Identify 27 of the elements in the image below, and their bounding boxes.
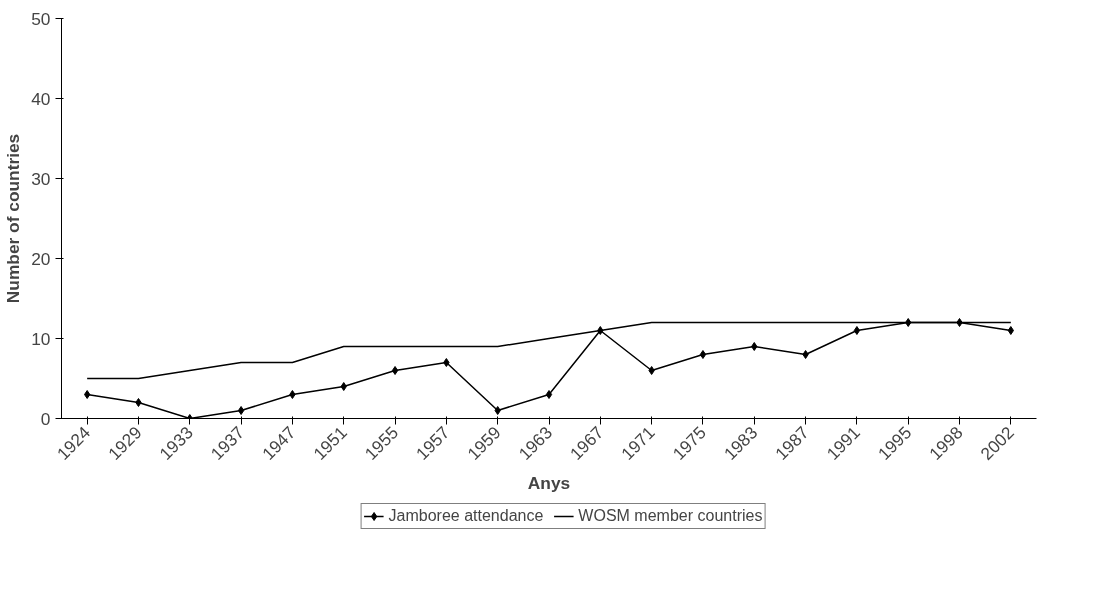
point xyxy=(391,366,399,375)
y-tick-label: 50 xyxy=(31,8,51,29)
y-tick-label: 20 xyxy=(31,248,51,269)
point xyxy=(956,318,963,327)
y-tick-label: 40 xyxy=(31,88,51,109)
y-tick-label: 0 xyxy=(40,408,51,429)
y-axis-title: Number of countries xyxy=(3,133,24,304)
legend-label: WOSM member countries xyxy=(578,507,763,525)
point xyxy=(494,406,501,415)
point xyxy=(83,390,91,399)
point xyxy=(853,326,861,335)
point xyxy=(905,318,912,327)
point xyxy=(289,390,296,399)
point xyxy=(135,398,142,407)
x-axis-title: Anys xyxy=(527,473,571,494)
point xyxy=(699,350,707,359)
point xyxy=(1007,326,1015,335)
point xyxy=(648,366,655,375)
point xyxy=(340,382,347,391)
point xyxy=(802,350,809,359)
point xyxy=(443,358,450,367)
legend-label: Jamboree attendance xyxy=(388,507,544,525)
y-tick-label: 30 xyxy=(31,168,51,189)
point xyxy=(751,342,758,351)
y-tick-label: 10 xyxy=(31,328,51,349)
point xyxy=(237,406,245,415)
point xyxy=(545,390,553,399)
